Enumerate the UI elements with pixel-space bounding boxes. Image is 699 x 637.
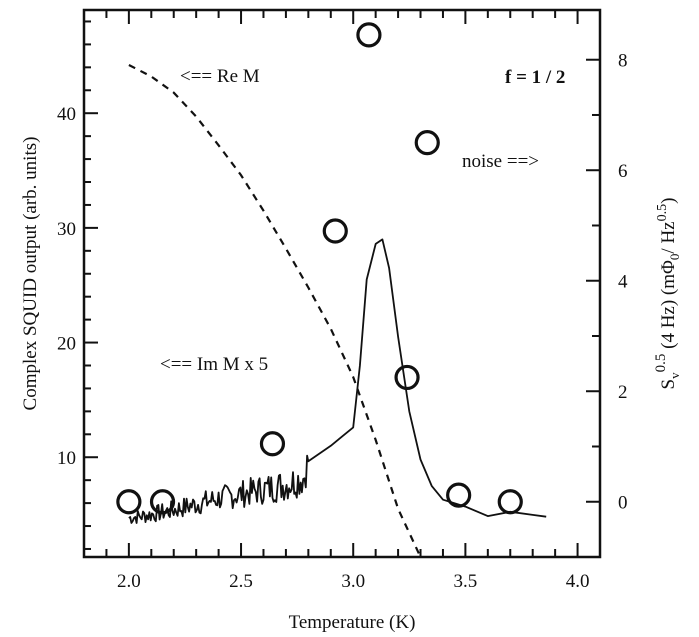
y-left-tick-label: 30 <box>57 219 76 240</box>
y-left-tick-label: 10 <box>57 448 76 469</box>
chart-labels: 2.0 2.5 3.0 3.5 4.0 10 20 30 40 0 2 4 6 8 Temperature … <box>20 51 682 633</box>
y-left-axis-title: Complex SQUID output (arb. units) <box>20 137 41 411</box>
y-right-tick-label: 8 <box>618 51 628 72</box>
y-left-tick-label: 40 <box>57 104 76 125</box>
noise-point <box>414 130 440 156</box>
plot-frame <box>82 8 602 559</box>
x-tick-label: 2.0 <box>117 571 141 592</box>
annotation-re-m: <== Re M <box>180 66 260 87</box>
noise-point <box>394 364 420 391</box>
noise-point <box>497 489 523 515</box>
y-right-tick-label: 0 <box>618 493 628 514</box>
annotation-f: f = 1 / 2 <box>505 67 565 88</box>
y-right-axis-title: Sv0.5 (4 Hz) (mΦ0/ Hz0.5) <box>653 198 682 390</box>
y-left-tick-label: 20 <box>57 334 76 355</box>
noise-point <box>149 489 176 515</box>
annotation-noise: noise ==> <box>462 151 539 172</box>
y-right-tick-label: 2 <box>618 382 628 403</box>
x-axis-title: Temperature (K) <box>289 612 416 633</box>
noise-point <box>259 431 286 457</box>
im-m-solid-line <box>128 238 547 524</box>
plot-axes <box>82 8 602 559</box>
noise-point <box>322 218 348 244</box>
re-m-dashed-line <box>128 64 422 558</box>
noise-point <box>356 22 382 48</box>
y-right-tick-label: 4 <box>618 272 628 293</box>
x-tick-label: 3.5 <box>454 571 478 592</box>
annotation-im-m: <== Im M x 5 <box>160 354 268 375</box>
x-tick-label: 2.5 <box>229 571 253 592</box>
noise-point <box>116 489 142 515</box>
x-tick-label: 4.0 <box>566 571 590 592</box>
x-tick-label: 3.0 <box>341 571 365 592</box>
series-layer <box>116 22 547 558</box>
noise-point <box>446 482 472 508</box>
y-right-tick-label: 6 <box>618 161 628 182</box>
